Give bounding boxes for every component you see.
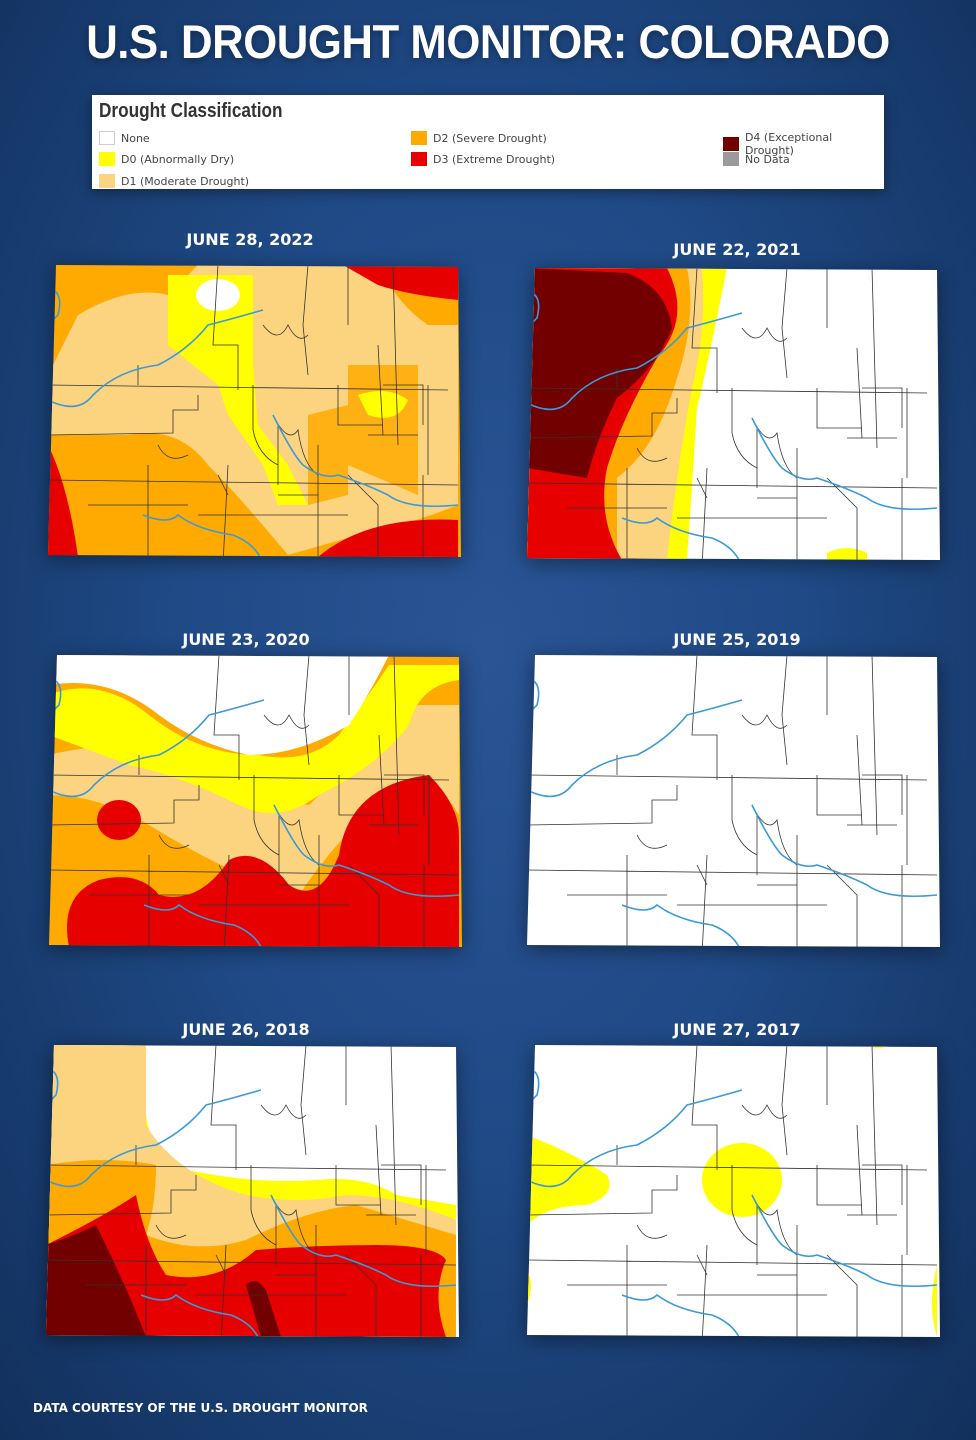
legend-item-d1: D1 (Moderate Drought) [99,174,249,188]
legend-title: Drought Classification [99,100,283,122]
legend-label: D3 (Extreme Drought) [433,152,556,166]
page-title: U.S. DROUGHT MONITOR: COLORADO [86,15,890,68]
swatch-d0 [99,152,115,166]
footer-credit: DATA COURTESY OF THE U.S. DROUGHT MONITO… [33,1401,368,1415]
legend-label: D2 (Severe Drought) [433,131,547,145]
swatch-none [99,131,115,145]
map-date-2022: JUNE 28, 2022 [186,230,314,249]
legend-label: D1 (Moderate Drought) [121,174,250,188]
legend-label: D0 (Abnormally Dry) [121,152,235,166]
legend-item-d2: D2 (Severe Drought) [411,131,547,145]
map-date-2017: JUNE 27, 2017 [673,1020,801,1039]
map-date-2019: JUNE 25, 2019 [673,630,801,649]
swatch-d1 [99,174,115,188]
legend-item-d3: D3 (Extreme Drought) [411,152,555,166]
map-2021 [527,268,940,560]
map-date-2021: JUNE 22, 2021 [673,240,801,259]
map-2022 [48,265,461,557]
legend-item-d0: D0 (Abnormally Dry) [99,152,234,166]
legend-label: D4 (Exceptional Drought) [744,131,833,157]
map-date-2018: JUNE 26, 2018 [182,1020,310,1039]
swatch-nodata [723,152,739,166]
legend: Drought Classification None D0 (Abnormal… [92,95,884,189]
swatch-d4 [723,137,739,151]
legend-label: None [121,131,150,145]
map-date-2020: JUNE 23, 2020 [182,630,310,649]
legend-item-none: None [99,131,150,145]
map-2017 [527,1045,940,1337]
legend-label: No Data [745,152,790,166]
legend-item-nodata: No Data [723,152,790,166]
map-2020 [49,655,462,947]
legend-item-d4: D4 (Exceptional Drought) [723,131,884,157]
swatch-d3 [411,152,427,166]
map-2018 [46,1045,459,1337]
map-2019 [527,655,940,947]
swatch-d2 [411,131,427,145]
